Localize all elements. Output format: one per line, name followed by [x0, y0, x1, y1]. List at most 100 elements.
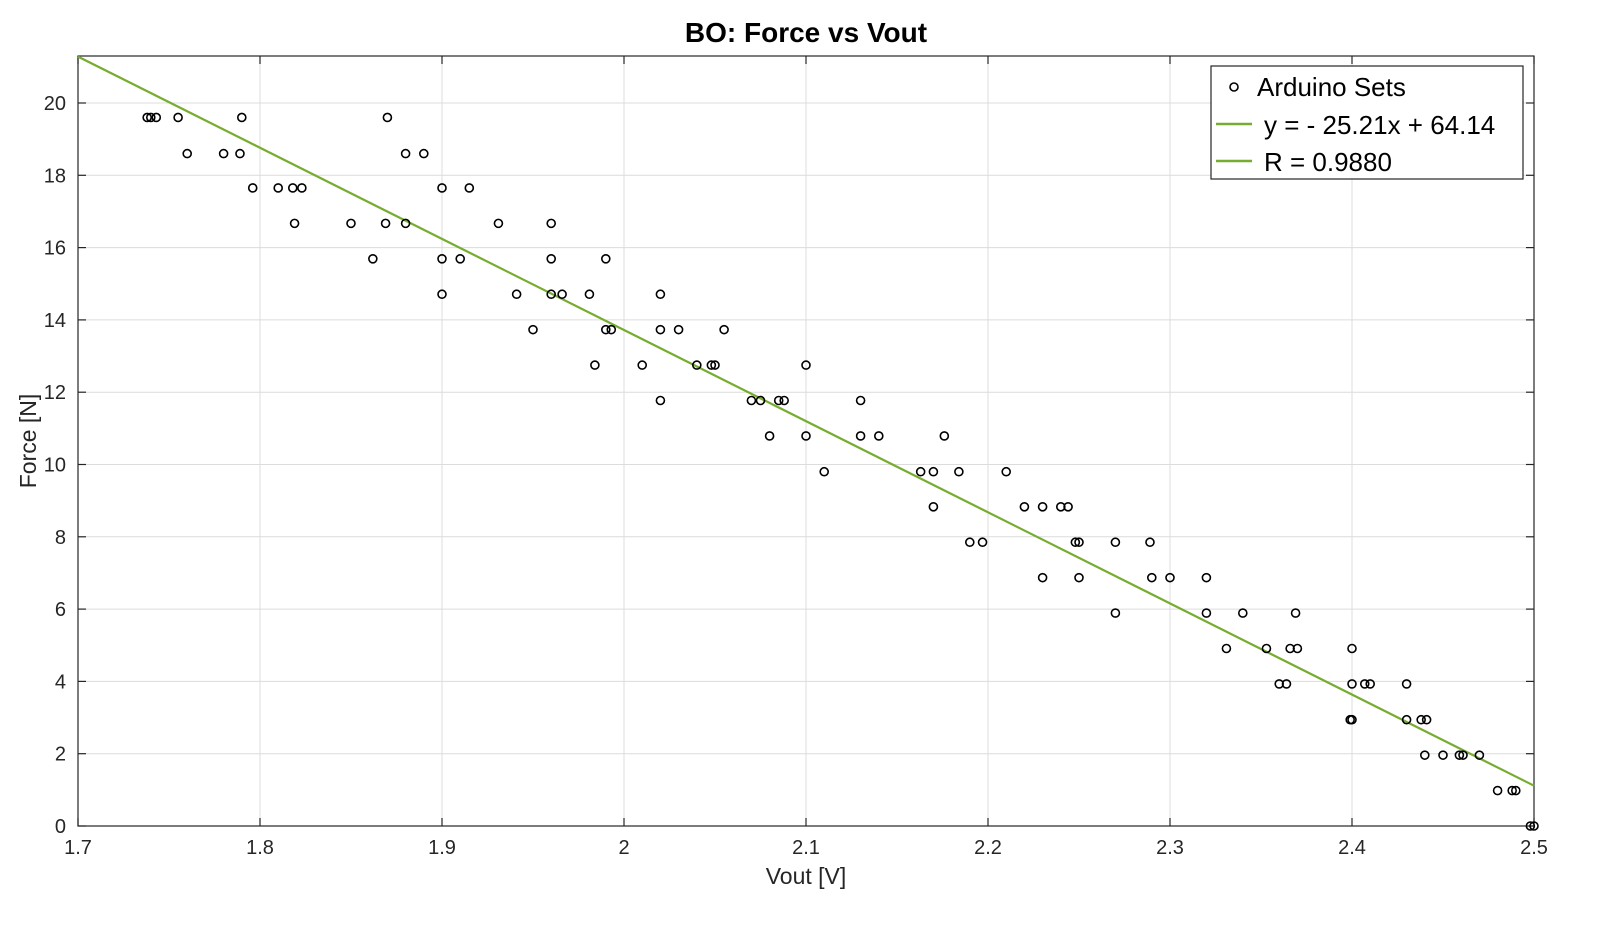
data-points-layer — [142, 112, 1539, 831]
data-point — [437, 183, 447, 193]
y-tick-label: 14 — [44, 310, 66, 332]
data-point — [1511, 785, 1521, 796]
data-point — [1165, 572, 1175, 583]
legend-marker-arduino-sets — [1229, 82, 1239, 92]
data-point — [655, 289, 666, 300]
data-point — [437, 289, 447, 300]
y-axis-tick-labels: 0 2 4 6 8 10 12 14 16 18 20 — [44, 93, 66, 838]
data-point — [1110, 537, 1121, 548]
data-point — [1458, 750, 1468, 760]
y-axis-label: Force [N] — [15, 394, 41, 489]
data-point — [915, 466, 926, 477]
data-point — [764, 431, 775, 441]
data-point — [289, 218, 300, 229]
data-point — [1292, 643, 1303, 654]
data-point — [1365, 679, 1375, 689]
data-point — [1201, 608, 1212, 618]
data-point — [455, 254, 466, 264]
data-point — [600, 254, 611, 264]
y-tick-label: 16 — [44, 238, 66, 260]
data-point — [287, 183, 298, 193]
x-tick-label: 1.9 — [428, 837, 456, 859]
y-tick-label: 10 — [44, 454, 66, 476]
data-point — [418, 148, 429, 159]
data-point — [400, 218, 411, 229]
data-point — [928, 466, 939, 477]
data-point — [142, 112, 152, 123]
data-point — [719, 324, 729, 335]
data-point — [954, 466, 964, 477]
data-point — [1474, 750, 1485, 760]
data-point — [1063, 501, 1073, 512]
data-point — [755, 395, 766, 406]
legend: Arduino Sets y = - 25.21x + 64.14 R = 0.… — [1210, 65, 1524, 180]
data-point — [1401, 679, 1412, 689]
data-point — [706, 360, 717, 370]
data-point — [1261, 643, 1272, 654]
data-point — [939, 431, 950, 441]
data-point — [1347, 679, 1357, 689]
data-point — [964, 537, 975, 548]
data-point — [380, 218, 391, 229]
data-point — [746, 395, 757, 406]
data-point — [977, 537, 988, 548]
data-point — [493, 218, 504, 229]
data-point — [655, 395, 666, 406]
data-point — [673, 324, 684, 335]
data-point — [1001, 466, 1012, 477]
x-tick-label: 2.4 — [1338, 837, 1366, 859]
y-tick-label: 8 — [55, 527, 66, 549]
y-tick-label: 18 — [44, 165, 66, 187]
data-point — [1110, 608, 1121, 618]
data-point — [1070, 537, 1081, 548]
data-point — [1290, 608, 1301, 618]
data-point — [1492, 785, 1503, 796]
data-point — [584, 289, 595, 300]
data-point — [173, 112, 183, 123]
data-point — [1281, 679, 1292, 689]
data-point — [464, 183, 475, 193]
data-point — [1037, 572, 1048, 583]
fit-line — [77, 55, 1535, 787]
data-point — [873, 431, 884, 441]
y-tick-label: 4 — [55, 671, 66, 693]
data-point — [146, 112, 156, 123]
data-point — [346, 218, 356, 229]
data-point — [368, 254, 378, 264]
data-point — [382, 112, 393, 123]
legend-label-fit-equation: y = - 25.21x + 64.14 — [1264, 110, 1495, 140]
data-point — [297, 183, 307, 193]
data-point — [1074, 572, 1084, 583]
data-point — [1454, 750, 1465, 760]
data-point — [855, 395, 866, 406]
data-point — [1238, 608, 1248, 618]
x-axis-tick-labels: 1.7 1.8 1.9 2 2.1 2.2 2.3 2.4 2.5 — [64, 837, 1548, 859]
data-point — [928, 501, 939, 512]
x-tick-label: 2.5 — [1520, 837, 1548, 859]
x-tick-label: 2.1 — [792, 837, 820, 859]
data-point — [691, 360, 702, 370]
data-point — [1420, 750, 1430, 760]
data-point — [779, 395, 789, 406]
data-point — [1147, 572, 1157, 583]
y-tick-label: 6 — [55, 599, 66, 621]
data-point — [819, 466, 830, 477]
data-point — [1416, 714, 1426, 725]
data-point — [511, 289, 522, 300]
data-point — [528, 324, 538, 335]
data-point — [546, 218, 557, 229]
data-point — [1221, 643, 1232, 654]
x-tick-label: 1.7 — [64, 837, 92, 859]
data-point — [655, 324, 666, 335]
data-point — [1529, 821, 1539, 831]
y-tick-label: 20 — [44, 93, 66, 115]
data-point — [1037, 501, 1048, 512]
data-point — [247, 183, 258, 193]
x-tick-label: 1.8 — [246, 837, 274, 859]
data-point — [546, 289, 557, 300]
data-point — [437, 254, 447, 264]
y-tick-label: 2 — [55, 744, 66, 766]
x-tick-label: 2.2 — [974, 837, 1002, 859]
